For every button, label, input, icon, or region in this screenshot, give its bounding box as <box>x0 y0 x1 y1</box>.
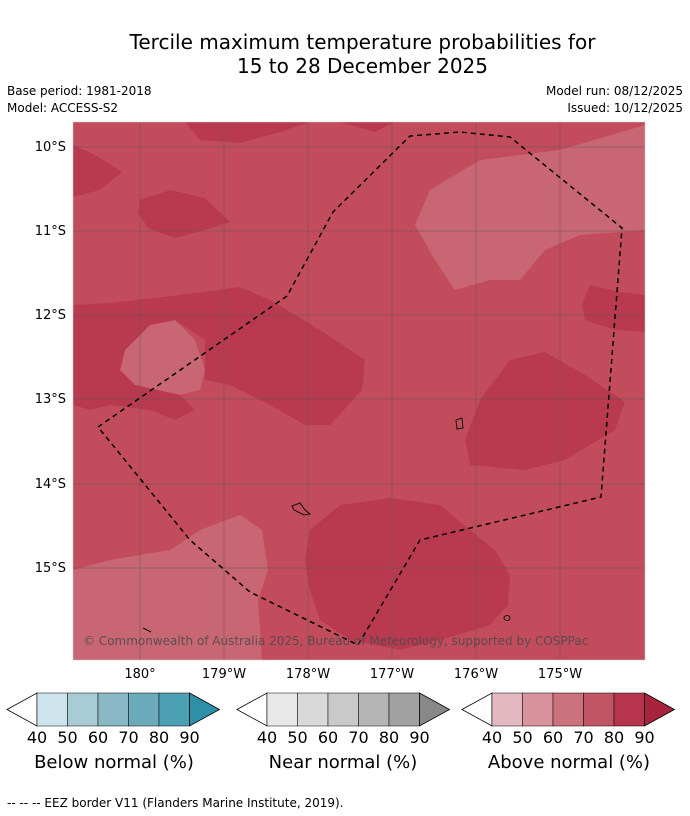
legend-tick-label: 70 <box>348 728 368 747</box>
lon-label: 177°W <box>370 667 414 682</box>
lat-label: 10°S <box>35 140 66 155</box>
lon-label: 175°W <box>538 667 582 682</box>
eez-border <box>96 131 623 646</box>
island-4 <box>142 627 152 633</box>
legend-tick-label: 40 <box>482 728 502 747</box>
legend-extend-high <box>644 692 676 727</box>
model-run-text: Model run: 08/12/2025 <box>545 84 683 98</box>
legend-extend-low <box>6 692 38 727</box>
legend-label-below: Below normal (%) <box>34 752 194 773</box>
island-2 <box>291 502 312 516</box>
above-normal-80-region-corner <box>73 145 122 197</box>
map-frame <box>72 121 646 661</box>
legend-swatch <box>388 692 420 727</box>
legend-near-normal: 40 50 60 70 80 90 <box>236 692 451 747</box>
legend-extend-high <box>419 692 451 727</box>
above-normal-80-region-top2 <box>340 122 395 132</box>
island-1 <box>455 417 464 430</box>
lat-label: 14°S <box>35 477 66 492</box>
eez-footer-note: -- -- -- EEZ border V11 (Flanders Marine… <box>7 796 344 810</box>
legend-extend-high <box>189 692 221 727</box>
model-text: Model: ACCESS-S2 <box>7 101 119 115</box>
above-normal-80-region-e <box>465 352 625 470</box>
above-normal-80-region-e2 <box>582 285 645 332</box>
legend-tick-label: 70 <box>118 728 138 747</box>
legend-swatch <box>491 692 523 727</box>
above-normal-60-region-ne <box>415 125 645 290</box>
map-title-line1: Tercile maximum temperature probabilitie… <box>129 30 596 54</box>
meta-left: Base period: 1981-2018 Model: ACCESS-S2 <box>7 83 152 117</box>
legend-tick-label: 50 <box>57 728 77 747</box>
legend-swatch <box>327 692 359 727</box>
legend-tick-label: 90 <box>179 728 199 747</box>
legend-tick-label: 60 <box>318 728 338 747</box>
above-normal-80-region-top <box>185 122 310 143</box>
legend-tick-label: 80 <box>149 728 169 747</box>
color-legends: 40 50 60 70 80 90 40 50 60 70 80 90 40 50 60 70 80 90 <box>6 692 676 747</box>
lon-label: 179°W <box>202 667 246 682</box>
legend-swatch <box>358 692 390 727</box>
map-title: Tercile maximum temperature probabilitie… <box>0 30 690 78</box>
legend-swatch <box>613 692 645 727</box>
legend-label-above: Above normal (%) <box>487 752 651 773</box>
lat-label: 15°S <box>35 561 66 576</box>
legend-swatch <box>128 692 160 727</box>
lat-label: 11°S <box>35 224 66 239</box>
lon-label: 176°W <box>454 667 498 682</box>
lat-label: 12°S <box>35 308 66 323</box>
legend-tick-label: 90 <box>409 728 429 747</box>
legend-extend-low <box>236 692 268 727</box>
above-normal-80-region-s <box>305 498 510 650</box>
legend-swatch <box>583 692 615 727</box>
lat-labels: 10°S 11°S 12°S 13°S 14°S 15°S <box>35 140 66 576</box>
above-normal-60-region-w <box>120 320 205 395</box>
legend-label-near: Near normal (%) <box>268 752 418 773</box>
legend-tick-label: 70 <box>573 728 593 747</box>
legend-tick-label: 60 <box>88 728 108 747</box>
above-normal-80-region-w <box>73 287 365 425</box>
map-title-line2: 15 to 28 December 2025 <box>236 54 488 78</box>
lon-label: 178°W <box>286 667 330 682</box>
legend-tick-label: 50 <box>512 728 532 747</box>
lon-label: 180° <box>124 667 155 682</box>
legend-extend-low <box>461 692 493 727</box>
lat-label: 13°S <box>35 392 66 407</box>
legend-below-normal: 40 50 60 70 80 90 <box>6 692 221 747</box>
legend-tick-label: 40 <box>257 728 277 747</box>
copyright-text: © Commonwealth of Australia 2025, Bureau… <box>83 634 588 648</box>
meta-right: Model run: 08/12/2025 Issued: 10/12/2025 <box>546 83 683 117</box>
legend-tick-label: 80 <box>604 728 624 747</box>
legend-swatch <box>36 692 68 727</box>
graticule <box>73 122 645 660</box>
legend-swatch <box>67 692 99 727</box>
above-normal-80-region-nw <box>138 190 230 238</box>
lon-labels: 180° 179°W 178°W 177°W 176°W 175°W <box>124 667 582 682</box>
legend-tick-label: 50 <box>287 728 307 747</box>
island-3 <box>503 615 511 621</box>
legend-above-normal: 40 50 60 70 80 90 <box>461 692 676 747</box>
legend-swatch <box>297 692 329 727</box>
legend-tick-label: 40 <box>27 728 47 747</box>
legend-swatch <box>266 692 298 727</box>
legend-tick-label: 80 <box>379 728 399 747</box>
above-normal-60-region-sw <box>73 515 268 660</box>
probability-field: © Commonwealth of Australia 2025, Bureau… <box>73 122 645 660</box>
legend-swatch <box>158 692 190 727</box>
legend-swatch <box>552 692 584 727</box>
issued-text: Issued: 10/12/2025 <box>567 101 683 115</box>
legend-tick-label: 90 <box>634 728 654 747</box>
base-period-text: Base period: 1981-2018 <box>7 84 152 98</box>
legend-tick-label: 60 <box>543 728 563 747</box>
legend-swatch <box>97 692 129 727</box>
legend-swatch <box>522 692 554 727</box>
